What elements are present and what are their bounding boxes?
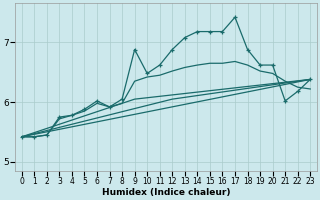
X-axis label: Humidex (Indice chaleur): Humidex (Indice chaleur) xyxy=(102,188,230,197)
